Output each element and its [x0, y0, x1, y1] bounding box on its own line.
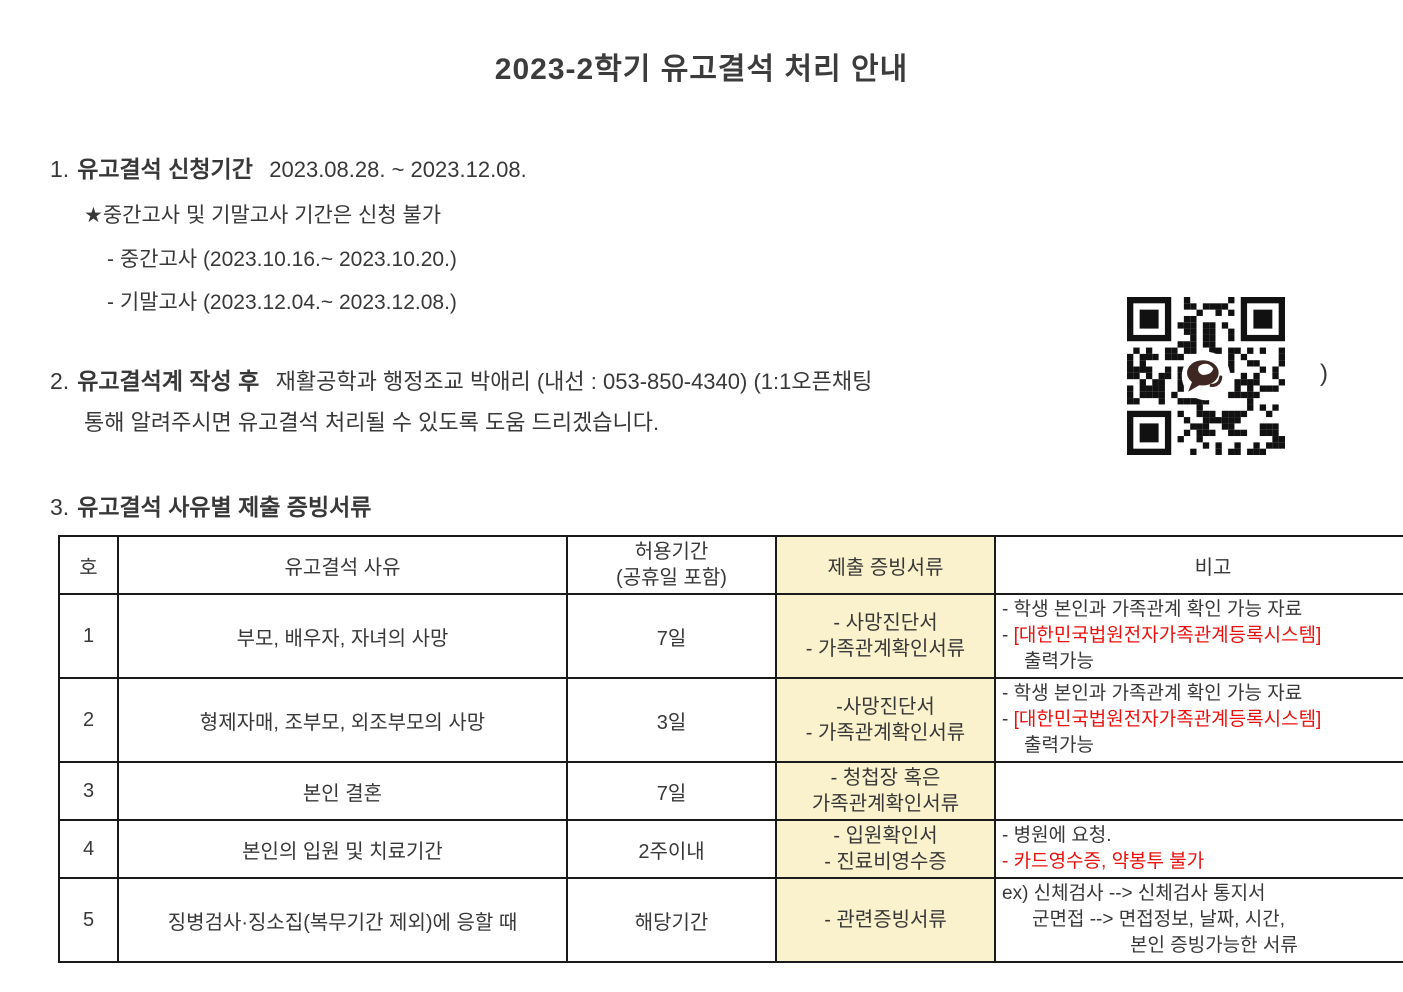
section1-midterm-note: - 중간고사 (2023.10.16.~ 2023.10.20.): [107, 248, 457, 271]
row1-note-line2-red-text: [대한민국법원전자가족관계등록시스템]: [1013, 625, 1322, 646]
row2-period: 3일: [566, 677, 777, 763]
row5-reason: 징병검사·징소집(복무기간 제외)에 응할 때: [117, 877, 568, 963]
header-documents: 제출 증빙서류: [775, 535, 996, 595]
header-no: 호: [58, 535, 119, 595]
table-row: 5 징병검사·징소집(복무기간 제외)에 응할 때 해당기간 - 관련증빙서류 …: [58, 877, 1403, 963]
row3-doc-line2: 가족관계확인서류: [811, 793, 960, 815]
row2-doc-line1: -사망진단서: [836, 696, 935, 718]
row4-note: - 병원에 요청. - 카드영수증, 약봉투 불가: [994, 819, 1403, 879]
row5-note-line1: ex) 신체검사 --> 신체검사 통지서: [1002, 883, 1266, 904]
qr-code-graphic: [1127, 297, 1285, 455]
header-note: 비고: [994, 535, 1403, 595]
row1-doc-line1: - 사망진단서: [833, 612, 938, 634]
table-row: 2 형제자매, 조부모, 외조부모의 사망 3일 -사망진단서 - 가족관계확인…: [58, 677, 1403, 763]
table-header-row: 호 유고결석 사유 허용기간 (공휴일 포함) 제출 증빙서류 비고: [58, 535, 1403, 595]
section1-number: 1.: [50, 156, 70, 182]
row4-note-line2-red-text: - 카드영수증, 약봉투 불가: [1002, 851, 1205, 872]
row2-note-line2-red-text: [대한민국법원전자가족관계등록시스템]: [1013, 709, 1322, 730]
header-reason: 유고결석 사유: [117, 535, 568, 595]
row5-doc-line1: - 관련증빙서류: [824, 909, 947, 931]
kakao-openchat-qr-code-icon: [1127, 297, 1285, 455]
row1-note-line1: - 학생 본인과 가족관계 확인 가능 자료: [1002, 599, 1303, 620]
table-row: 4 본인의 입원 및 치료기간 2주이내 - 입원확인서 - 진료비영수증 - …: [58, 819, 1403, 879]
row5-documents: - 관련증빙서류: [775, 877, 996, 963]
section1-star-note: ★중간고사 및 기말고사 기간은 신청 불가: [84, 204, 442, 227]
header-period: 허용기간 (공휴일 포함): [566, 535, 777, 595]
row5-period: 해당기간: [566, 877, 777, 963]
absence-reason-table: 호 유고결석 사유 허용기간 (공휴일 포함) 제출 증빙서류 비고 1 부모,…: [58, 535, 1403, 963]
section3-title: 유고결석 사유별 제출 증빙서류: [77, 494, 372, 520]
section1-title: 유고결석 신청기간: [77, 156, 253, 182]
section3-number: 3.: [50, 494, 70, 520]
row2-reason: 형제자매, 조부모, 외조부모의 사망: [117, 677, 568, 763]
section1-final-note: - 기말고사 (2023.12.04.~ 2023.12.08.): [107, 291, 457, 314]
table-row: 1 부모, 배우자, 자녀의 사망 7일 - 사망진단서 - 가족관계확인서류 …: [58, 593, 1403, 679]
section2-contact-text: 재활공학과 행정조교 박애리 (내선 : 053-850-4340) (1:1오…: [275, 369, 873, 394]
row4-no: 4: [58, 819, 119, 879]
section1-heading: 1. 유고결석 신청기간 2023.08.28. ~ 2023.12.08.: [50, 150, 527, 184]
row3-note: [994, 761, 1403, 821]
row1-reason: 부모, 배우자, 자녀의 사망: [117, 593, 568, 679]
table-row: 3 본인 결혼 7일 - 청첩장 혹은 가족관계확인서류: [58, 761, 1403, 821]
row1-doc-line2: - 가족관계확인서류: [805, 638, 966, 660]
kakao-bubble-icon: [1181, 351, 1231, 401]
row2-no: 2: [58, 677, 119, 763]
row4-doc-line1: - 입원확인서: [833, 825, 938, 847]
row4-note-line1: - 병원에 요청.: [1002, 825, 1112, 846]
row2-documents: -사망진단서 - 가족관계확인서류: [775, 677, 996, 763]
section2-text-line2: 통해 알려주시면 유고결석 처리될 수 있도록 도움 드리겠습니다.: [84, 410, 660, 435]
row1-note-line3: 출력가능: [1024, 651, 1094, 672]
header-period-line2: (공휴일 포함): [616, 567, 727, 589]
row4-reason: 본인의 입원 및 치료기간: [117, 819, 568, 879]
row4-period: 2주이내: [566, 819, 777, 879]
header-period-line1: 허용기간: [634, 541, 709, 563]
row3-documents: - 청첩장 혹은 가족관계확인서류: [775, 761, 996, 821]
row3-reason: 본인 결혼: [117, 761, 568, 821]
row4-documents: - 입원확인서 - 진료비영수증: [775, 819, 996, 879]
row2-note-line2-dash: -: [1002, 709, 1014, 730]
section2-heading: 2. 유고결석계 작성 후 재활공학과 행정조교 박애리 (내선 : 053-85…: [50, 362, 872, 396]
section2-title: 유고결석계 작성 후: [77, 368, 260, 394]
row2-note: - 학생 본인과 가족관계 확인 가능 자료 - [대한민국법원전자가족관계등록…: [994, 677, 1403, 763]
row5-note-line2: 군면접 --> 면접정보, 날짜, 시간,: [1032, 909, 1285, 930]
row1-note-line2-dash: -: [1002, 625, 1014, 646]
row5-no: 5: [58, 877, 119, 963]
row1-documents: - 사망진단서 - 가족관계확인서류: [775, 593, 996, 679]
row1-no: 1: [58, 593, 119, 679]
row2-note-line2: - [대한민국법원전자가족관계등록시스템]: [1002, 707, 1403, 733]
row4-doc-line2: - 진료비영수증: [824, 851, 947, 873]
page-title: 2023-2학기 유고결석 처리 안내: [494, 53, 909, 86]
row2-note-line1: - 학생 본인과 가족관계 확인 가능 자료: [1002, 683, 1303, 704]
row5-note-line3: 본인 증빙가능한 서류: [1130, 935, 1298, 956]
row2-doc-line2: - 가족관계확인서류: [805, 722, 966, 744]
row1-note: - 학생 본인과 가족관계 확인 가능 자료 - [대한민국법원전자가족관계등록…: [994, 593, 1403, 679]
section3-heading: 3. 유고결석 사유별 제출 증빙서류: [50, 488, 371, 522]
row3-doc-line1: - 청첩장 혹은: [830, 767, 941, 789]
section2-close-paren: ): [1320, 360, 1328, 387]
row5-note: ex) 신체검사 --> 신체검사 통지서 군면접 --> 면접정보, 날짜, …: [994, 877, 1403, 963]
row3-period: 7일: [566, 761, 777, 821]
section2-number: 2.: [50, 368, 70, 394]
row1-note-line2: - [대한민국법원전자가족관계등록시스템]: [1002, 623, 1403, 649]
row2-note-line3: 출력가능: [1024, 735, 1094, 756]
row3-no: 3: [58, 761, 119, 821]
row1-period: 7일: [566, 593, 777, 679]
section1-period-dates: 2023.08.28. ~ 2023.12.08.: [269, 157, 527, 182]
